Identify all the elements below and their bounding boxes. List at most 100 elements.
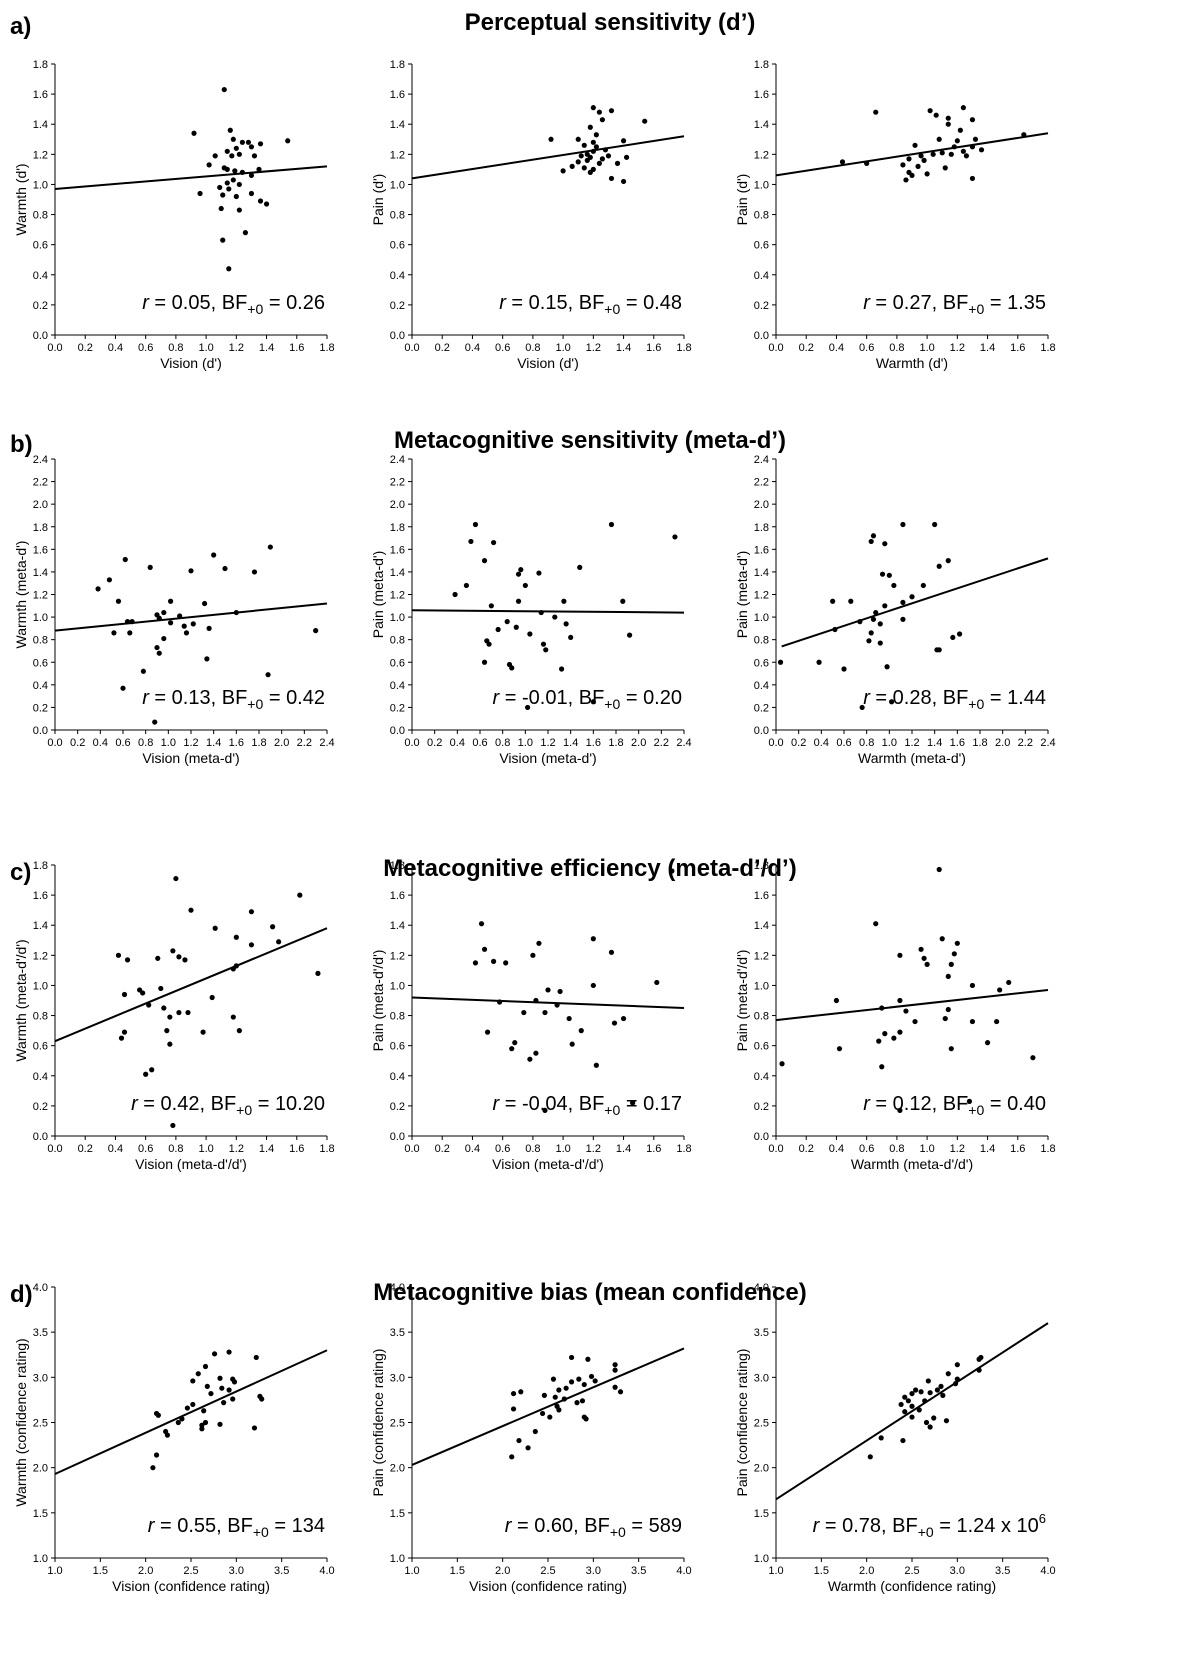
data-point (161, 1005, 167, 1011)
y-axis-label: Warmth (d') (13, 163, 29, 235)
data-point (581, 165, 587, 171)
data-point (912, 1018, 918, 1025)
data-point (95, 586, 101, 592)
bf-value: 0.48 (643, 292, 682, 314)
data-point (575, 136, 581, 142)
data-point (230, 177, 236, 183)
y-tick-label: 1.0 (33, 1553, 48, 1565)
y-axis-label: Pain (meta-d'/d') (370, 950, 386, 1052)
data-point (226, 186, 232, 192)
data-point (158, 985, 164, 992)
y-tick-label: 1.0 (33, 980, 48, 992)
data-point (175, 1419, 181, 1426)
data-point (984, 1040, 991, 1046)
x-axis-label: Vision (meta-d'/d') (135, 1156, 247, 1172)
y-tick-label: 4.0 (754, 1282, 769, 1294)
data-point (924, 961, 930, 967)
data-point (592, 1378, 598, 1384)
x-tick-label: 1.5 (93, 1565, 108, 1577)
y-tick-label: 0.2 (33, 1101, 48, 1113)
data-point (866, 638, 872, 644)
x-tick-label: 1.6 (646, 342, 661, 354)
data-point (997, 987, 1003, 993)
data-point (882, 541, 888, 547)
bf-symbol: BF (579, 687, 605, 709)
y-tick-label: 1.8 (390, 860, 405, 872)
y-tick-label: 1.6 (754, 544, 769, 556)
data-point (938, 1383, 944, 1389)
x-tick-label: 0.4 (93, 737, 108, 749)
data-point (777, 659, 784, 665)
data-point (599, 117, 606, 123)
x-tick-label: 0.8 (889, 1143, 904, 1155)
data-point (156, 650, 162, 656)
data-point (587, 169, 593, 175)
data-point (936, 563, 942, 569)
r-symbol: r (863, 292, 871, 314)
data-point (168, 598, 174, 604)
data-point (593, 132, 599, 138)
bf-symbol: BF (579, 1093, 605, 1115)
x-tick-label: 2.0 (859, 1565, 874, 1577)
x-tick-label: 2.0 (495, 1565, 510, 1577)
data-point (608, 175, 615, 182)
data-point (617, 1389, 624, 1395)
data-point (509, 1454, 515, 1460)
data-point (994, 1018, 1000, 1025)
data-point (942, 165, 948, 171)
y-tick-label: 0.2 (754, 1101, 769, 1113)
x-tick-label: 1.0 (919, 342, 934, 354)
bf-symbol: BF (579, 292, 605, 314)
data-point (588, 1373, 595, 1380)
r-symbol: r (863, 1093, 871, 1115)
x-axis-label: Warmth (meta-d'/d') (851, 1156, 973, 1172)
data-point (918, 946, 924, 952)
data-point (954, 1362, 960, 1368)
x-tick-label: 0.4 (465, 342, 480, 354)
row-title: Metacognitive sensitivity (meta-d’) (394, 427, 786, 454)
data-point (599, 156, 606, 162)
x-tick-label: 1.0 (555, 342, 570, 354)
x-tick-label: 1.0 (198, 342, 213, 354)
x-tick-label: 0.6 (115, 737, 130, 749)
data-point (195, 1371, 201, 1377)
y-tick-label: 0.4 (33, 270, 48, 282)
data-point (978, 147, 985, 153)
data-point (873, 921, 879, 927)
data-point (245, 139, 252, 145)
data-point (527, 631, 533, 637)
y-tick-label: 0.2 (754, 702, 769, 714)
data-point (960, 105, 966, 111)
data-point (921, 157, 927, 163)
bf-symbol: BF (211, 1093, 237, 1115)
y-tick-label: 0.6 (754, 657, 769, 669)
data-point (931, 1415, 937, 1421)
y-tick-label: 0.6 (754, 1041, 769, 1053)
bf-equals: = (252, 1093, 275, 1115)
row-label: a) (10, 13, 31, 40)
data-point (957, 631, 963, 637)
data-point (211, 552, 217, 558)
data-point (121, 1029, 128, 1035)
data-point (906, 156, 912, 162)
bf-equals: = (620, 687, 643, 709)
data-point (204, 1383, 210, 1389)
x-tick-label: 0.4 (814, 737, 829, 749)
data-point (836, 1046, 843, 1052)
x-axis-label: Vision (confidence rating) (112, 1578, 270, 1594)
data-point (516, 1437, 522, 1444)
x-tick-label: 4.0 (1040, 1565, 1055, 1577)
x-tick-label: 0.2 (435, 1143, 450, 1155)
bf-equals: = (984, 1093, 1007, 1115)
data-point (224, 180, 230, 186)
x-tick-label: 0.8 (138, 737, 153, 749)
data-point (561, 1396, 567, 1402)
y-tick-label: 0.8 (33, 1011, 48, 1023)
regression-line (775, 988, 1049, 1022)
data-point (197, 190, 203, 197)
x-tick-label: 0.0 (404, 1143, 419, 1155)
bf-subscript: +0 (968, 1102, 984, 1118)
y-tick-label: 0.6 (33, 657, 48, 669)
data-point (124, 619, 131, 625)
r-symbol: r (813, 1515, 821, 1537)
